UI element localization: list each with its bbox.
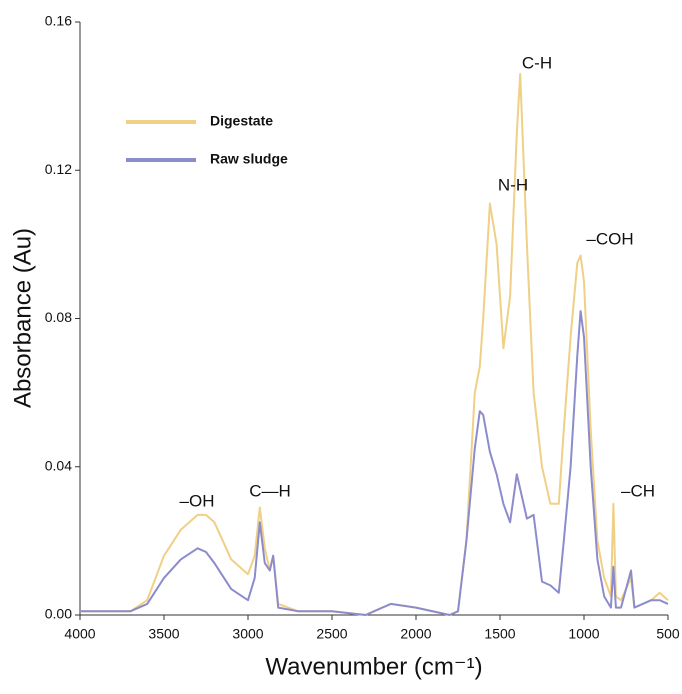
x-tick-label: 1500 [484, 626, 515, 642]
annotation: C—H [249, 481, 291, 500]
y-tick-label: 0.00 [45, 606, 72, 622]
x-tick-label: 3000 [232, 626, 263, 642]
legend-label: Digestate [210, 113, 273, 129]
x-tick-label: 2000 [400, 626, 431, 642]
x-tick-label: 3500 [148, 626, 179, 642]
series-line [80, 72, 669, 616]
x-tick-label: 500 [656, 626, 680, 642]
y-tick-label: 0.12 [45, 161, 72, 177]
x-tick-label: 2500 [316, 626, 347, 642]
y-tick-label: 0.04 [45, 457, 72, 473]
y-axis-label: Absorbance (Au) [9, 228, 36, 408]
y-tick-label: 0.16 [45, 13, 72, 29]
series-line [80, 310, 669, 616]
legend-label: Raw sludge [210, 151, 288, 167]
x-tick-label: 1000 [568, 626, 599, 642]
y-tick-label: 0.08 [45, 309, 72, 325]
annotation: N-H [498, 175, 528, 194]
x-axis-label: Wavenumber (cm⁻¹) [265, 653, 482, 680]
annotation: C-H [522, 53, 552, 72]
annotation: –COH [586, 229, 633, 248]
annotation: –OH [180, 491, 215, 510]
x-tick-label: 4000 [64, 626, 95, 642]
annotation: –CH [621, 481, 655, 500]
